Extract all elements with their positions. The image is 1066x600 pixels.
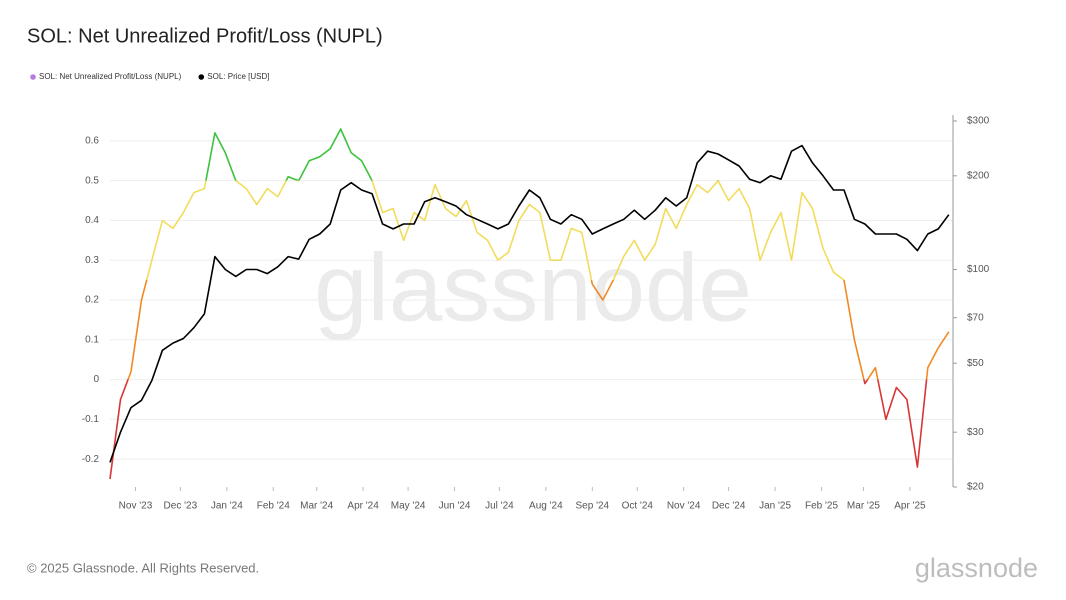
x-tick-label: Feb '24 xyxy=(257,501,290,512)
y2-tick-label: $70 xyxy=(967,312,984,323)
x-tick-label: May '24 xyxy=(391,501,426,512)
legend-label: SOL: Price [USD] xyxy=(207,72,269,81)
x-tick-label: Nov '24 xyxy=(667,501,701,512)
x-tick-label: Mar '25 xyxy=(847,501,880,512)
y-tick-label: 0 xyxy=(93,374,99,385)
legend-swatch xyxy=(198,74,205,80)
x-tick-label: Apr '24 xyxy=(347,501,379,512)
y-tick-label: 0.6 xyxy=(85,136,99,147)
x-tick-label: Jun '24 xyxy=(439,501,471,512)
logo: glassnode xyxy=(915,553,1038,583)
y2-tick-label: $20 xyxy=(967,482,984,493)
x-tick-label: Feb '25 xyxy=(805,501,838,512)
y2-tick-label: $200 xyxy=(967,170,990,181)
y2-tick-label: $50 xyxy=(967,358,984,369)
y-tick-label: 0.2 xyxy=(85,295,99,306)
x-tick-label: Dec '23 xyxy=(164,501,198,512)
watermark: glassnode xyxy=(314,234,752,341)
x-tick-label: Jan '24 xyxy=(211,501,243,512)
x-tick-label: Jan '25 xyxy=(759,501,791,512)
legend-label: SOL: Net Unrealized Profit/Loss (NUPL) xyxy=(39,72,182,81)
series-line xyxy=(109,144,950,463)
x-tick-label: Apr '25 xyxy=(894,501,926,512)
legend-swatch xyxy=(30,74,36,80)
series-line xyxy=(109,128,950,480)
chart-title: SOL: Net Unrealized Profit/Loss (NUPL) xyxy=(27,25,383,47)
x-tick-label: Aug '24 xyxy=(529,501,563,512)
y-tick-label: 0.3 xyxy=(85,255,99,266)
x-tick-label: Sep '24 xyxy=(576,501,610,512)
y-tick-label: 0.4 xyxy=(85,215,99,226)
x-tick-label: Jul '24 xyxy=(485,501,514,512)
y-tick-label: 0.1 xyxy=(85,334,99,345)
x-tick-label: Dec '24 xyxy=(712,501,746,512)
y-tick-label: -0.1 xyxy=(82,414,100,425)
y2-tick-label: $300 xyxy=(967,116,990,127)
x-tick-label: Mar '24 xyxy=(300,501,333,512)
x-tick-label: Oct '24 xyxy=(622,501,654,512)
footer: © 2025 Glassnode. All Rights Reserved. xyxy=(27,560,259,575)
y-tick-label: -0.2 xyxy=(82,454,100,465)
y2-tick-label: $30 xyxy=(967,427,984,438)
y2-tick-label: $100 xyxy=(967,264,990,275)
y-tick-label: 0.5 xyxy=(85,175,99,186)
x-tick-label: Nov '23 xyxy=(119,501,153,512)
